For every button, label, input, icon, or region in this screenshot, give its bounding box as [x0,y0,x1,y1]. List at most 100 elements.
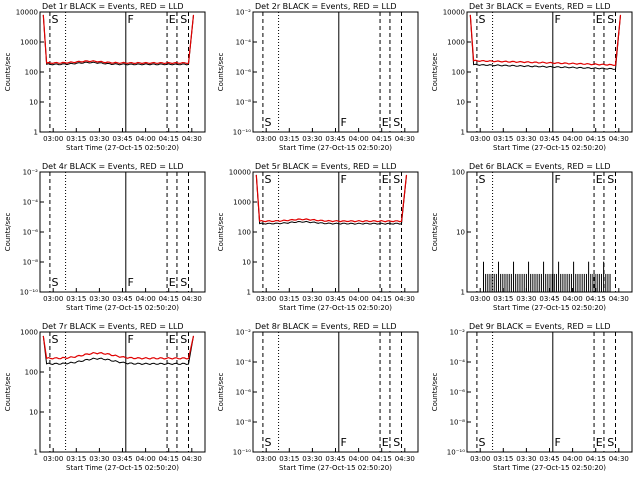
event-marker-label: E [169,276,176,289]
x-tick-label: 03:15 [66,295,86,303]
y-tick-label: 1 [34,449,38,457]
x-tick-label: 04:30 [395,455,415,463]
x-tick-label: 03:00 [43,135,63,143]
x-tick-label: 04:15 [586,455,606,463]
event-marker-label: S [607,173,614,186]
event-marker-label: E [169,333,176,346]
event-marker-label: S [265,436,272,449]
x-tick-label: 03:30 [89,135,109,143]
x-tick-label: 03:15 [66,135,86,143]
x-tick-label: 04:30 [182,135,202,143]
x-tick-label: 03:00 [470,135,490,143]
panel-title: Det 5r BLACK = Events, RED = LLD [255,162,397,171]
x-tick-label: 04:30 [395,295,415,303]
event-marker-label: S [52,276,59,289]
x-tick-label: 03:45 [539,455,559,463]
panel-det-5: Det 5r BLACK = Events, RED = LLD 1 10 100 10… [217,162,419,312]
x-tick-label: 04:00 [563,295,583,303]
y-tick-label: 100 [25,69,38,77]
event-marker-label: E [596,173,603,186]
x-tick-label: 04:00 [136,135,156,143]
x-tick-label: 03:30 [89,455,109,463]
x-tick-label: 04:00 [136,295,156,303]
event-marker-label: S [52,333,59,346]
y-tick-label: 100 [25,369,38,377]
plot-frame [252,171,419,293]
panel-det-8: Det 8r BLACK = Events, RED = LLD 10⁻¹⁰ 10⁻… [217,322,419,472]
event-marker-label: S [52,13,59,26]
plot-frame [252,11,419,133]
x-tick-label: 03:00 [470,295,490,303]
x-axis-label: Start Time (27-Oct-15 02:50:20) [493,464,606,472]
y-tick-label: 1 [461,129,465,137]
panel-det-4: Det 4r BLACK = Events, RED = LLD 10⁻¹⁰ 10⁻… [4,162,206,312]
y-tick-label: 1000 [20,329,38,337]
event-marker-label: F [340,436,346,449]
y-axis-label: Counts/sec [431,373,439,412]
y-tick-label: 10⁻⁶ [450,389,466,397]
y-tick-label: 1000 [20,39,38,47]
x-tick-label: 03:30 [516,135,536,143]
y-tick-label: 1000 [447,39,465,47]
panel-title: Det 9r BLACK = Events, RED = LLD [469,322,611,331]
event-marker-label: F [340,116,346,129]
plot-frame [39,171,206,293]
y-tick-label: 10000 [443,9,465,17]
y-axis-label: Counts/sec [217,213,225,252]
event-marker-label: S [265,116,272,129]
x-tick-label: 03:15 [493,455,513,463]
event-marker-label: E [169,13,176,26]
x-axis-label: Start Time (27-Oct-15 02:50:20) [279,144,392,152]
event-marker-label: S [393,436,400,449]
x-tick-label: 03:15 [279,295,299,303]
y-axis-label: Counts/sec [217,53,225,92]
lld-series-line [255,174,408,223]
y-axis-label: Counts/sec [431,53,439,92]
y-axis-label: Counts/sec [431,213,439,252]
x-tick-label: 03:30 [302,135,322,143]
event-marker-label: S [393,116,400,129]
event-marker-label: E [382,116,389,129]
x-tick-label: 03:00 [470,455,490,463]
x-tick-label: 04:15 [159,455,179,463]
lld-series-line [42,14,195,65]
event-marker-label: F [554,13,560,26]
y-tick-label: 1 [247,289,251,297]
y-tick-label: 1 [34,129,38,137]
event-marker-label: E [382,436,389,449]
x-tick-label: 04:00 [563,455,583,463]
y-tick-label: 10⁻¹⁰ [20,289,38,297]
y-tick-label: 100 [452,169,465,177]
events-series-line [42,14,194,66]
event-marker-label: S [479,436,486,449]
x-tick-label: 03:30 [516,295,536,303]
event-marker-label: S [479,13,486,26]
x-tick-label: 03:45 [539,135,559,143]
x-tick-label: 03:30 [302,295,322,303]
lld-series-line [42,335,195,360]
plot-frame [252,331,419,453]
x-tick-label: 03:45 [325,135,345,143]
panel-det-3: Det 3r BLACK = Events, RED = LLD 1 10 100 10… [431,2,633,152]
x-tick-label: 04:00 [563,135,583,143]
x-axis-label: Start Time (27-Oct-15 02:50:20) [493,304,606,312]
panel-det-1: Det 1r BLACK = Events, RED = LLD 1 10 100 10… [4,2,206,152]
y-tick-label: 10⁻¹⁰ [447,449,465,457]
event-marker-label: S [180,13,187,26]
x-tick-label: 04:30 [609,135,629,143]
plot-frame [466,11,633,133]
x-axis-label: Start Time (27-Oct-15 02:50:20) [279,304,392,312]
x-tick-label: 03:45 [112,455,132,463]
y-tick-label: 10⁻² [23,169,39,177]
x-axis-label: Start Time (27-Oct-15 02:50:20) [66,304,179,312]
x-tick-label: 03:00 [256,135,276,143]
event-marker-label: S [479,173,486,186]
event-marker-label: S [607,13,614,26]
event-marker-label: S [265,173,272,186]
panel-det-6: Det 6r BLACK = Events, RED = LLD 1 10 100 Co… [431,162,633,312]
event-marker-label: F [127,13,133,26]
x-tick-label: 04:00 [349,135,369,143]
y-tick-label: 10 [29,409,38,417]
x-tick-label: 04:15 [586,295,606,303]
